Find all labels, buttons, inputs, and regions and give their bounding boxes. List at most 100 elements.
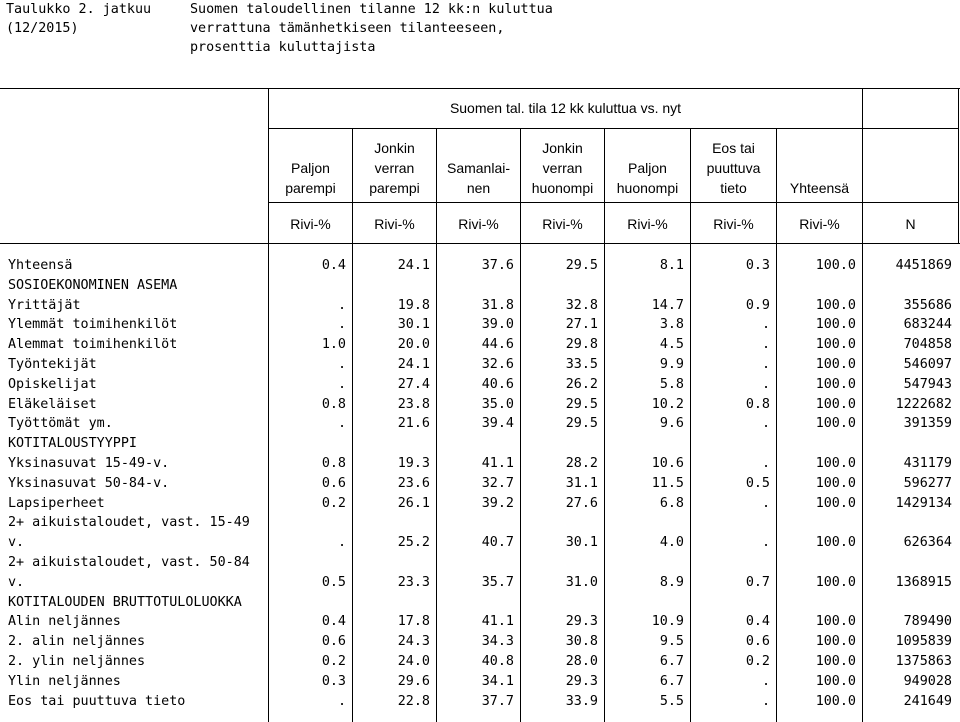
cell-col-4: 29.8 xyxy=(565,337,598,353)
column-header-5-line-2: Paljon xyxy=(628,160,667,176)
cell-col-1: 0.2 xyxy=(321,495,346,511)
cell-col-7: 100.0 xyxy=(815,654,856,669)
row-label: v. xyxy=(8,574,25,590)
table-row: Alemmat toimihenkilöt 1.0 20.0 44.6 29.8 4.5.… xyxy=(0,335,960,355)
cell-col-8: 683244 xyxy=(903,317,952,333)
table-row: Yhteensä 0.4 24.1 37.6 29.5 8.1 0.3 100.0 445186… xyxy=(0,256,960,276)
column-header-1-line-2: Paljon xyxy=(291,160,330,176)
table-row: Alin neljännes 0.4 17.8 41.1 29.3 10.9 0.4 100.… xyxy=(0,612,960,632)
cell-col-2: 25.2 xyxy=(397,535,430,551)
cell-col-3: 37.6 xyxy=(481,258,514,273)
cell-col-1: 0.3 xyxy=(321,673,346,689)
cell-col-2: 20.0 xyxy=(397,337,430,353)
cell-col-5: 6.7 xyxy=(659,654,684,669)
cell-col-5: 10.9 xyxy=(651,614,684,630)
cell-col-3: 35.7 xyxy=(481,574,514,590)
table-row: 2. alin neljännes 0.6 24.3 34.3 30.8 9.5 0.6 10… xyxy=(0,632,960,652)
column-header-6-line-3: tieto xyxy=(720,180,747,196)
cell-col-8: 546097 xyxy=(903,357,952,372)
cell-col-4: 28.2 xyxy=(565,456,598,471)
cell-col-1: . xyxy=(337,535,346,551)
cell-col-2: 26.1 xyxy=(397,495,430,511)
table-row: Työttömät ym.. 21.6 39.4 29.5 9.6. 100.0 39135… xyxy=(0,414,960,434)
column-group-header: Suomen tal. tila 12 kk kuluttua vs. nyt xyxy=(449,100,682,116)
cell-col-1: 0.8 xyxy=(321,456,346,471)
row-label: Ylin neljännes xyxy=(8,673,121,689)
column-header-4-line-3: huonompi xyxy=(531,180,594,196)
cell-col-8: 626364 xyxy=(903,535,952,551)
cell-col-8: 431179 xyxy=(903,456,952,471)
cell-col-8: 241649 xyxy=(903,693,952,709)
cell-col-2: 21.6 xyxy=(397,416,430,432)
cell-col-6: 0.7 xyxy=(745,574,770,590)
cell-col-4: 30.1 xyxy=(565,535,598,551)
cell-col-2: 24.1 xyxy=(397,258,430,273)
cell-col-5: 4.0 xyxy=(659,535,684,551)
column-header-2-line-2: verran xyxy=(374,160,415,176)
row-label: 2. alin neljännes xyxy=(8,634,146,650)
cell-col-5: 8.1 xyxy=(659,258,684,273)
cell-col-8: 704858 xyxy=(903,337,952,353)
unit-header-1: Rivi-% xyxy=(290,216,331,232)
row-label: Ylemmät toimihenkilöt xyxy=(8,317,178,333)
cell-col-3: 31.8 xyxy=(481,297,514,313)
cell-col-5: 10.6 xyxy=(651,456,684,471)
cell-col-2: 22.8 xyxy=(397,693,430,709)
table-row: Yksinasuvat 50-84-v. 0.6 23.6 32.7 31.1 11.5 0… xyxy=(0,474,960,494)
table-row: KOTITALOUSTYYPPI xyxy=(0,434,960,454)
cell-col-6: . xyxy=(761,456,770,471)
row-label: Yksinasuvat 15-49-v. xyxy=(8,456,170,471)
table-label: Taulukko 2. jatkuu xyxy=(6,2,152,17)
cell-col-7: 100.0 xyxy=(815,535,856,551)
unit-header-6: Rivi-% xyxy=(713,216,754,232)
column-header-5-line-3: huonompi xyxy=(616,180,679,196)
table-row: Lapsiperheet 0.2 26.1 39.2 27.6 6.8. 100.0 1429… xyxy=(0,494,960,514)
table-row: SOSIOEKONOMINEN ASEMA xyxy=(0,276,960,296)
cell-col-1: 0.5 xyxy=(321,574,346,590)
table-row: 2+ aikuistaloudet, vast. 15-49 xyxy=(0,513,960,533)
unit-header-3: Rivi-% xyxy=(458,216,499,232)
cell-col-5: 9.9 xyxy=(659,357,684,372)
row-label: Yhteensä xyxy=(8,258,73,273)
cell-col-2: 23.8 xyxy=(397,396,430,412)
cell-col-5: 11.5 xyxy=(651,475,684,491)
cell-col-5: 5.8 xyxy=(659,376,684,392)
cell-col-8: 391359 xyxy=(903,416,952,432)
unit-header-2: Rivi-% xyxy=(374,216,415,232)
cell-col-2: 30.1 xyxy=(397,317,430,333)
table-row: Ylin neljännes 0.3 29.6 34.1 29.3 6.7. 100.0 94… xyxy=(0,672,960,692)
cell-col-2: 19.3 xyxy=(397,456,430,471)
cell-col-6: 0.6 xyxy=(745,634,770,650)
table-row: KOTITALOUDEN BRUTTOTULOLUOKKA xyxy=(0,593,960,613)
row-label: Opiskelijat xyxy=(8,376,97,392)
cell-col-5: 8.9 xyxy=(659,574,684,590)
cell-col-8: 547943 xyxy=(903,376,952,392)
cell-col-1: 0.6 xyxy=(321,475,346,491)
cell-col-3: 40.8 xyxy=(481,654,514,669)
row-label: 2+ aikuistaloudet, vast. 50-84 xyxy=(8,555,250,570)
column-header-4-line-2: verran xyxy=(542,160,583,176)
cell-col-8: 949028 xyxy=(903,673,952,689)
cell-col-5: 9.6 xyxy=(659,416,684,432)
cell-col-8: 1222682 xyxy=(895,396,952,412)
row-label: KOTITALOUDEN BRUTTOTULOLUOKKA xyxy=(8,594,242,610)
cell-col-2: 17.8 xyxy=(397,614,430,630)
table-row: Ylemmät toimihenkilöt. 30.1 39.0 27.1 3.8. 10… xyxy=(0,315,960,335)
cell-col-2: 19.8 xyxy=(397,297,430,313)
row-label: Eläkeläiset xyxy=(8,396,97,412)
cell-col-7: 100.0 xyxy=(815,297,856,313)
cell-col-2: 29.6 xyxy=(397,673,430,689)
cell-col-5: 10.2 xyxy=(651,396,684,412)
cell-col-4: 27.1 xyxy=(565,317,598,333)
cell-col-4: 29.3 xyxy=(565,614,598,630)
table-row: Opiskelijat. 27.4 40.6 26.2 5.8. 100.0 547943 xyxy=(0,375,960,395)
cell-col-7: 100.0 xyxy=(815,258,856,273)
table-title-line-2: verrattuna tämänhetkiseen tilanteeseen, xyxy=(190,21,505,36)
cell-col-4: 33.5 xyxy=(565,357,598,372)
cell-col-7: 100.0 xyxy=(815,574,856,590)
table-row: Yksinasuvat 15-49-v. 0.8 19.3 41.1 28.2 10.6.… xyxy=(0,454,960,474)
cell-col-1: 0.8 xyxy=(321,396,346,412)
cell-col-3: 39.0 xyxy=(481,317,514,333)
unit-header-7: Rivi-% xyxy=(799,216,840,232)
row-label: Työntekijät xyxy=(8,357,97,372)
